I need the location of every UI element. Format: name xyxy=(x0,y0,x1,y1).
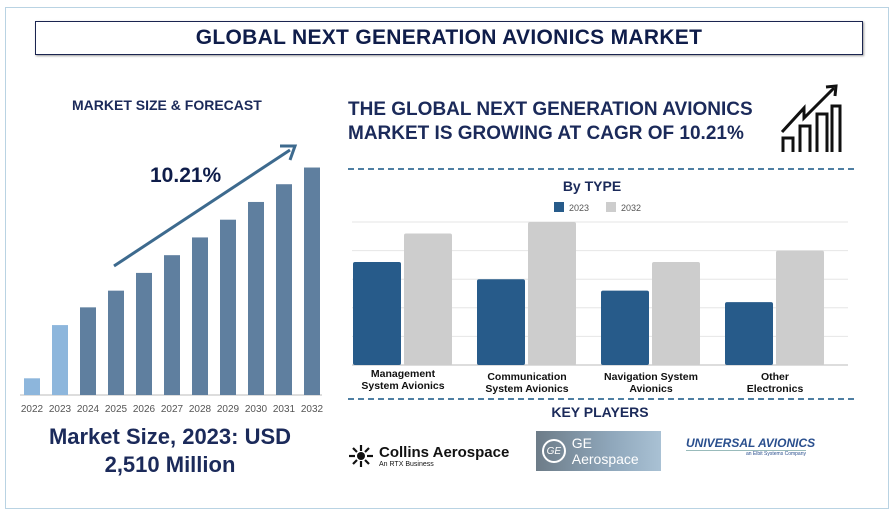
category-label: Navigation System Avionics xyxy=(604,371,698,395)
ge-name: GE Aerospace xyxy=(571,435,639,467)
collins-sub: An RTX Business xyxy=(379,461,434,468)
category-label: Other Electronics xyxy=(747,371,804,395)
divider-bottom xyxy=(348,398,854,400)
tick-label-2029: 2029 xyxy=(217,404,240,415)
bar-2023-0 xyxy=(353,262,401,365)
page-title: GLOBAL NEXT GENERATION AVIONICS MARKET xyxy=(195,26,703,49)
tick-label-2026: 2026 xyxy=(133,404,156,415)
category-label: Communication System Avionics xyxy=(485,371,568,395)
bar-2023-2 xyxy=(601,290,649,365)
tick-label-2022: 2022 xyxy=(21,404,44,415)
collins-aerospace-logo: Collins Aerospace An RTX Business xyxy=(348,443,509,469)
bar-2029 xyxy=(220,219,236,395)
collins-name: Collins Aerospace xyxy=(379,444,510,461)
bar-2027 xyxy=(164,255,180,395)
bar-2032-0 xyxy=(404,233,452,365)
bar-2023-3 xyxy=(725,302,773,365)
bar-2031 xyxy=(276,184,292,395)
trend-arrow-line xyxy=(113,148,291,268)
bar-2023 xyxy=(52,325,68,395)
tick-label-2032: 2032 xyxy=(301,404,324,415)
bar-2028 xyxy=(192,237,208,395)
cagr-headline: THE GLOBAL NEXT GENERATION AVIONICS MARK… xyxy=(348,99,753,144)
legend-swatch-2023 xyxy=(554,202,564,212)
tick-label-2024: 2024 xyxy=(77,404,100,415)
market-size-line1: Market Size, 2023: USD xyxy=(48,424,292,449)
bar-2032-3 xyxy=(776,250,824,365)
forecast-chart: 2022 2023 2024 2025 2026 2027 2028 2029 2030 2031… xyxy=(20,144,324,415)
tick-label-2027: 2027 xyxy=(161,404,184,415)
ge-aerospace-logo: GE GE Aerospace xyxy=(536,431,661,471)
universal-avionics-logo: UNIVERSAL AVIONICS an Elbit Systems Comp… xyxy=(686,436,816,457)
legend-label-2023: 2023 xyxy=(569,203,589,213)
tick-label-2025: 2025 xyxy=(105,404,128,415)
trend-arrow-head-icon xyxy=(280,144,298,161)
bar-2022 xyxy=(24,378,40,395)
bar-2026 xyxy=(136,272,152,395)
market-size-text: Market Size, 2023: USD 2,510 Million xyxy=(0,423,340,479)
market-size-line2: 2,510 Million xyxy=(104,452,236,477)
divider-top xyxy=(348,168,854,170)
outer-frame xyxy=(5,7,889,509)
market-size-heading: MARKET SIZE & FORECAST xyxy=(72,97,262,113)
chart-title: By TYPE xyxy=(563,178,621,194)
universal-name: UNIVERSAL AVIONICS xyxy=(686,436,816,451)
bar-2023-1 xyxy=(477,279,525,365)
tick-label-2023: 2023 xyxy=(49,404,72,415)
collins-sunburst-icon xyxy=(349,445,373,467)
universal-sub: an Elbit Systems Company xyxy=(745,451,806,457)
tick-label-2028: 2028 xyxy=(189,404,212,415)
bar-2024 xyxy=(80,307,96,395)
tick-label-2031: 2031 xyxy=(273,404,296,415)
by-type-chart: By TYPE 2023 2032 Management System Avionics… xyxy=(352,178,848,395)
bar-2032 xyxy=(304,167,320,395)
key-players-heading: KEY PLAYERS xyxy=(551,404,649,420)
bar-2025 xyxy=(108,290,124,395)
bar-2030 xyxy=(248,201,264,395)
bar-2032-2 xyxy=(652,262,700,365)
tick-label-2030: 2030 xyxy=(245,404,268,415)
legend-swatch-2032 xyxy=(606,202,616,212)
cagr-label: 10.21% xyxy=(150,164,222,187)
growth-chart-icon xyxy=(780,84,842,152)
bar-2032-1 xyxy=(528,222,576,365)
ge-monogram-icon: GE xyxy=(542,439,566,463)
category-label: Management System Avionics xyxy=(361,368,444,392)
legend-label-2032: 2032 xyxy=(621,203,641,213)
title-box: GLOBAL NEXT GENERATION AVIONICS MARKET xyxy=(35,21,863,55)
